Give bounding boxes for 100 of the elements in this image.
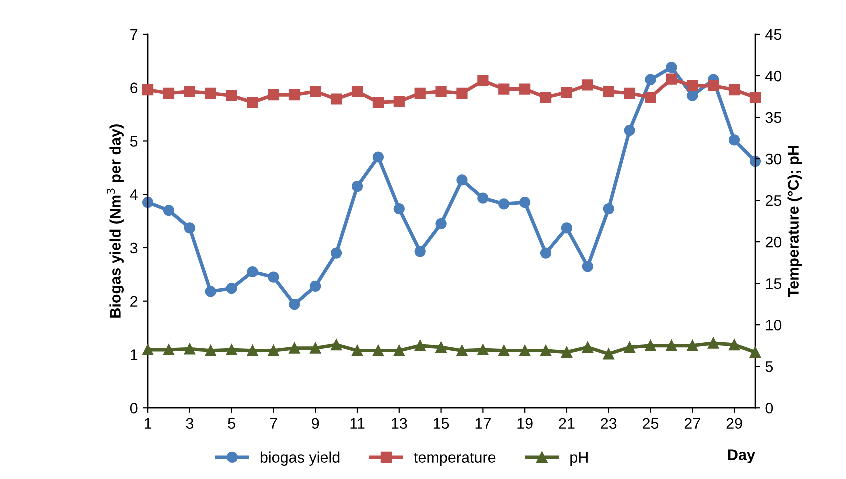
point [163, 344, 175, 356]
point [624, 88, 636, 99]
point [478, 75, 489, 87]
point [456, 174, 468, 186]
point [184, 86, 196, 98]
y2-tick-label: 35 [766, 112, 782, 124]
y-axis-title: Biogas yield (Nm$^{3}$ per day) [107, 124, 124, 318]
point [247, 345, 258, 356]
point [205, 88, 216, 99]
y2-tick-label: 30 [766, 154, 782, 165]
point [289, 342, 300, 354]
point [687, 340, 698, 352]
y-tick-label: 5 [130, 136, 138, 147]
point [708, 338, 720, 349]
y2-tick-label: 40 [766, 70, 782, 82]
point [498, 345, 510, 356]
point [163, 205, 175, 216]
y2-axis-title: Temperature (°C); pH [788, 146, 802, 298]
point [268, 345, 280, 356]
point [184, 344, 196, 355]
point [331, 248, 342, 259]
x-tick-label: 19 [518, 418, 533, 430]
point [728, 84, 740, 96]
y-tick-label: 0 [130, 402, 138, 414]
point [163, 88, 175, 99]
point [540, 345, 552, 356]
x-tick-label: 9 [312, 418, 320, 430]
point [456, 88, 468, 99]
y2-tick-label: 15 [766, 278, 782, 290]
point [414, 340, 426, 352]
point [184, 222, 196, 234]
point [268, 90, 280, 101]
x-tick-label: 13 [392, 418, 408, 430]
point [645, 340, 656, 352]
point [645, 92, 656, 104]
x-tick-label: 29 [726, 418, 742, 430]
point [666, 74, 678, 85]
point [372, 97, 384, 108]
point [289, 299, 300, 310]
point [666, 62, 678, 74]
point [728, 134, 740, 146]
point [728, 339, 740, 351]
point [561, 222, 573, 234]
point [561, 346, 573, 358]
point [582, 261, 594, 272]
point [247, 97, 258, 108]
y2-tick-label: 5 [766, 362, 774, 372]
y-tick-label: 4 [130, 190, 138, 200]
y-tick-label: 3 [130, 242, 138, 254]
y2-tick-label: 25 [766, 195, 782, 206]
point [750, 92, 762, 104]
point [645, 74, 656, 86]
point [436, 86, 447, 98]
point [331, 339, 342, 351]
x-tick-label: 17 [476, 418, 491, 429]
point [394, 96, 405, 108]
legend-label: pH [570, 452, 588, 466]
point [310, 342, 322, 354]
point [394, 345, 405, 356]
y2-tick-label: 45 [766, 30, 782, 40]
point [414, 246, 426, 258]
y2-tick-label: 0 [766, 402, 774, 414]
point [352, 181, 364, 192]
x-tick-label: 7 [270, 418, 278, 429]
point [603, 203, 614, 215]
y-tick-label: 1 [130, 350, 138, 360]
y-tick-label: 6 [130, 82, 138, 94]
x-axis-title: Day [728, 450, 756, 464]
point [540, 92, 552, 104]
y-tick-label: 7 [130, 30, 138, 40]
point [687, 80, 698, 92]
point [687, 90, 698, 102]
x-tick-label: 11 [350, 418, 365, 429]
point [205, 286, 216, 298]
x-tick-label: 27 [684, 418, 700, 429]
point [666, 340, 678, 352]
point [247, 266, 258, 278]
point [394, 203, 405, 215]
point [352, 86, 364, 98]
point [142, 84, 154, 96]
x-tick-label: 23 [601, 418, 617, 430]
point [310, 86, 322, 98]
x-tick-label: 21 [559, 418, 575, 429]
point [226, 90, 238, 102]
point [582, 342, 594, 354]
point [352, 345, 364, 356]
point [436, 342, 447, 354]
point [414, 88, 426, 99]
point [582, 80, 594, 91]
x-tick-label: 1 [144, 418, 152, 429]
point [498, 198, 510, 210]
point [624, 125, 636, 136]
point [603, 348, 614, 360]
point [478, 192, 489, 204]
point [561, 87, 573, 98]
legend-label: temperature [414, 452, 496, 466]
x-tick-label: 5 [228, 418, 236, 430]
point [456, 345, 468, 356]
y-tick-label: 2 [130, 296, 138, 307]
point [372, 345, 384, 356]
